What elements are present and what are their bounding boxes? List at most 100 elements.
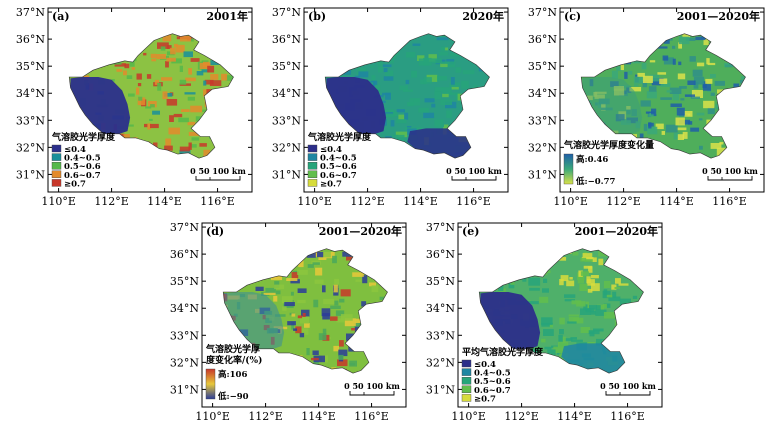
raster-cell bbox=[156, 54, 166, 60]
raster-cell bbox=[724, 63, 734, 68]
raster-cell bbox=[614, 287, 620, 289]
raster-cell bbox=[146, 74, 152, 79]
map-panel-c: 37°N 36°N 35°N 34°N 33°N 32°N 31°N 110°E 112°E 11… bbox=[512, 0, 772, 215]
raster-cell bbox=[423, 112, 435, 119]
raster-cell bbox=[337, 359, 348, 367]
raster-cell bbox=[204, 79, 214, 85]
scale-bar bbox=[605, 391, 651, 396]
raster-cell bbox=[297, 269, 308, 275]
lat-tick-label: 36°N bbox=[426, 248, 455, 261]
raster-cell bbox=[336, 318, 345, 323]
scale-bar-label: 0 50 100 km bbox=[190, 166, 246, 176]
raster-cell bbox=[444, 47, 449, 51]
raster-cell bbox=[595, 309, 607, 316]
lat-tick-label: 33°N bbox=[170, 329, 199, 342]
raster-cell bbox=[307, 264, 314, 268]
legend-swatch bbox=[461, 376, 472, 385]
raster-cell bbox=[196, 71, 204, 76]
raster-cell bbox=[340, 314, 353, 321]
panel-title: 2001—2020年 bbox=[677, 9, 760, 23]
raster-cell bbox=[199, 62, 211, 69]
raster-cell bbox=[611, 284, 617, 290]
raster-cell bbox=[591, 257, 597, 262]
raster-cell bbox=[179, 79, 187, 85]
raster-cell bbox=[301, 328, 309, 335]
raster-cell bbox=[434, 87, 443, 92]
raster-cell bbox=[420, 79, 427, 85]
legend-swatch bbox=[461, 394, 472, 402]
raster-cell bbox=[559, 329, 564, 335]
panel-label: (b) bbox=[308, 10, 326, 23]
raster-cell bbox=[440, 46, 446, 51]
map-panel-d: 37°N 36°N 35°N 34°N 33°N 32°N 31°N 110°E 112°E 11… bbox=[154, 215, 414, 430]
western-region bbox=[480, 292, 541, 349]
legend-low-label: 低:−0.77 bbox=[575, 176, 616, 187]
raster-cell bbox=[263, 292, 276, 295]
raster-cell bbox=[446, 110, 452, 118]
raster-cell bbox=[184, 92, 196, 95]
raster-cell bbox=[606, 294, 614, 298]
panel-label: (c) bbox=[564, 10, 581, 23]
map-panel-a: 37°N 36°N 35°N 34°N 33°N 32°N 31°N 110°E 112°E 11… bbox=[0, 0, 260, 215]
legend-item-label: 0.5~0.6 bbox=[64, 162, 101, 172]
raster-cell bbox=[440, 63, 448, 68]
raster-cell bbox=[371, 80, 378, 87]
lat-tick-label: 37°N bbox=[426, 221, 455, 234]
raster-cell bbox=[418, 107, 429, 113]
raster-cell bbox=[703, 39, 709, 46]
raster-cell bbox=[676, 127, 687, 131]
legend-item-label: 0.6~0.7 bbox=[320, 171, 357, 181]
raster-cell bbox=[680, 98, 685, 101]
raster-cell bbox=[357, 67, 367, 75]
raster-cell bbox=[385, 92, 391, 100]
raster-cell bbox=[126, 75, 133, 79]
raster-cell bbox=[344, 318, 356, 327]
raster-cell bbox=[544, 346, 552, 350]
raster-cell bbox=[687, 121, 693, 125]
raster-cell bbox=[716, 147, 727, 156]
raster-cell bbox=[588, 330, 600, 335]
lon-tick-label: 112°E bbox=[94, 195, 129, 208]
legend-swatch bbox=[307, 153, 318, 161]
raster-cell bbox=[642, 75, 653, 83]
legend-swatch bbox=[51, 179, 62, 187]
raster-cell bbox=[699, 145, 703, 150]
raster-cell bbox=[633, 76, 645, 84]
raster-cell bbox=[167, 45, 172, 49]
raster-cell bbox=[541, 317, 553, 325]
raster-cell bbox=[719, 141, 724, 145]
raster-cell bbox=[682, 131, 688, 139]
province-boundary bbox=[580, 33, 746, 159]
raster-cell bbox=[124, 124, 134, 127]
panel-label: (a) bbox=[52, 10, 70, 23]
raster-cell bbox=[571, 300, 582, 305]
lat-tick-label: 35°N bbox=[528, 60, 557, 73]
raster-cell bbox=[733, 83, 740, 90]
raster-cell bbox=[687, 80, 696, 85]
raster-cell bbox=[349, 363, 355, 366]
raster-cell bbox=[152, 110, 160, 115]
lon-tick-label: 114°E bbox=[557, 410, 592, 423]
raster-cell bbox=[564, 338, 573, 341]
scale-bar-label: 0 50 100 km bbox=[446, 166, 502, 176]
raster-cell bbox=[661, 131, 665, 135]
raster-cell bbox=[382, 64, 392, 68]
legend-item-label: ≥0.7 bbox=[320, 179, 342, 189]
legend-item-label: ≥0.7 bbox=[64, 179, 86, 189]
raster-cell bbox=[291, 272, 299, 279]
raster-cell bbox=[313, 299, 319, 308]
raster-cell bbox=[558, 334, 563, 343]
raster-cell bbox=[370, 65, 374, 68]
raster-cell bbox=[383, 68, 388, 73]
legend-title-line2: 度变化率/(%) bbox=[206, 354, 262, 366]
raster-cell bbox=[124, 63, 130, 69]
raster-cell bbox=[580, 308, 592, 315]
raster-cell bbox=[210, 60, 220, 65]
raster-cell bbox=[298, 259, 304, 268]
raster-cell bbox=[578, 270, 583, 277]
lat-tick-label: 34°N bbox=[426, 302, 455, 315]
raster-cell bbox=[662, 55, 669, 61]
lon-tick-label: 112°E bbox=[504, 410, 539, 423]
raster-cell bbox=[413, 99, 420, 102]
raster-cell bbox=[707, 106, 715, 115]
